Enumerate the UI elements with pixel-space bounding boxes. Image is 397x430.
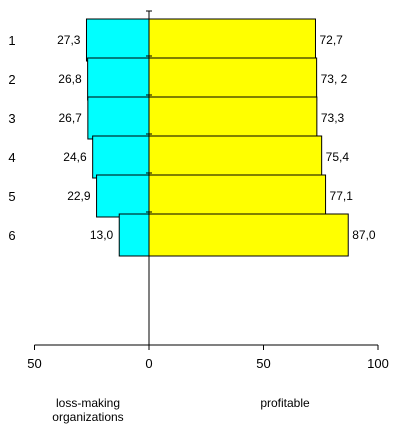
category-label-4: 4 xyxy=(8,150,15,165)
label-loss-making-6: 13,0 xyxy=(90,228,114,242)
bar-profitable-3 xyxy=(148,96,318,140)
bar-profitable-1 xyxy=(148,18,316,62)
label-loss-making-5: 22,9 xyxy=(67,189,91,203)
x-tick-label: 100 xyxy=(367,356,389,371)
bar-profitable-5 xyxy=(148,174,327,218)
bar-loss-making-5 xyxy=(96,174,150,218)
category-label-2: 2 xyxy=(8,72,15,87)
bar-loss-making-6 xyxy=(118,213,150,257)
bar-profitable-6 xyxy=(148,213,349,257)
label-loss-making-2: 26,8 xyxy=(58,72,82,86)
label-loss-making-4: 24,6 xyxy=(63,150,87,164)
label-profitable-3: 73,3 xyxy=(321,111,345,125)
label-profitable-4: 75,4 xyxy=(326,150,350,164)
x-tick-label: 0 xyxy=(145,356,152,371)
bar-loss-making-1 xyxy=(85,18,150,62)
label-profitable-2: 73, 2 xyxy=(321,72,348,86)
category-label-5: 5 xyxy=(8,189,15,204)
category-label-3: 3 xyxy=(8,111,15,126)
x-tick-label: 50 xyxy=(256,356,270,371)
label-profitable-6: 87,0 xyxy=(352,228,376,242)
category-label-1: 1 xyxy=(8,33,15,48)
bar-loss-making-2 xyxy=(87,57,150,101)
category-label-6: 6 xyxy=(8,228,15,243)
bar-profitable-2 xyxy=(148,57,318,101)
bar-loss-making-3 xyxy=(87,96,150,140)
bar-profitable-4 xyxy=(148,135,323,179)
x-tick-label: 50 xyxy=(27,356,41,371)
legend-profitable: profitable xyxy=(260,396,310,410)
bar-loss-making-4 xyxy=(92,135,150,179)
label-loss-making-1: 27,3 xyxy=(57,33,81,47)
label-profitable-1: 72,7 xyxy=(319,33,343,47)
label-profitable-5: 77,1 xyxy=(330,189,354,203)
legend-loss-making: loss-making organizations xyxy=(52,396,124,424)
label-loss-making-3: 26,7 xyxy=(58,111,82,125)
